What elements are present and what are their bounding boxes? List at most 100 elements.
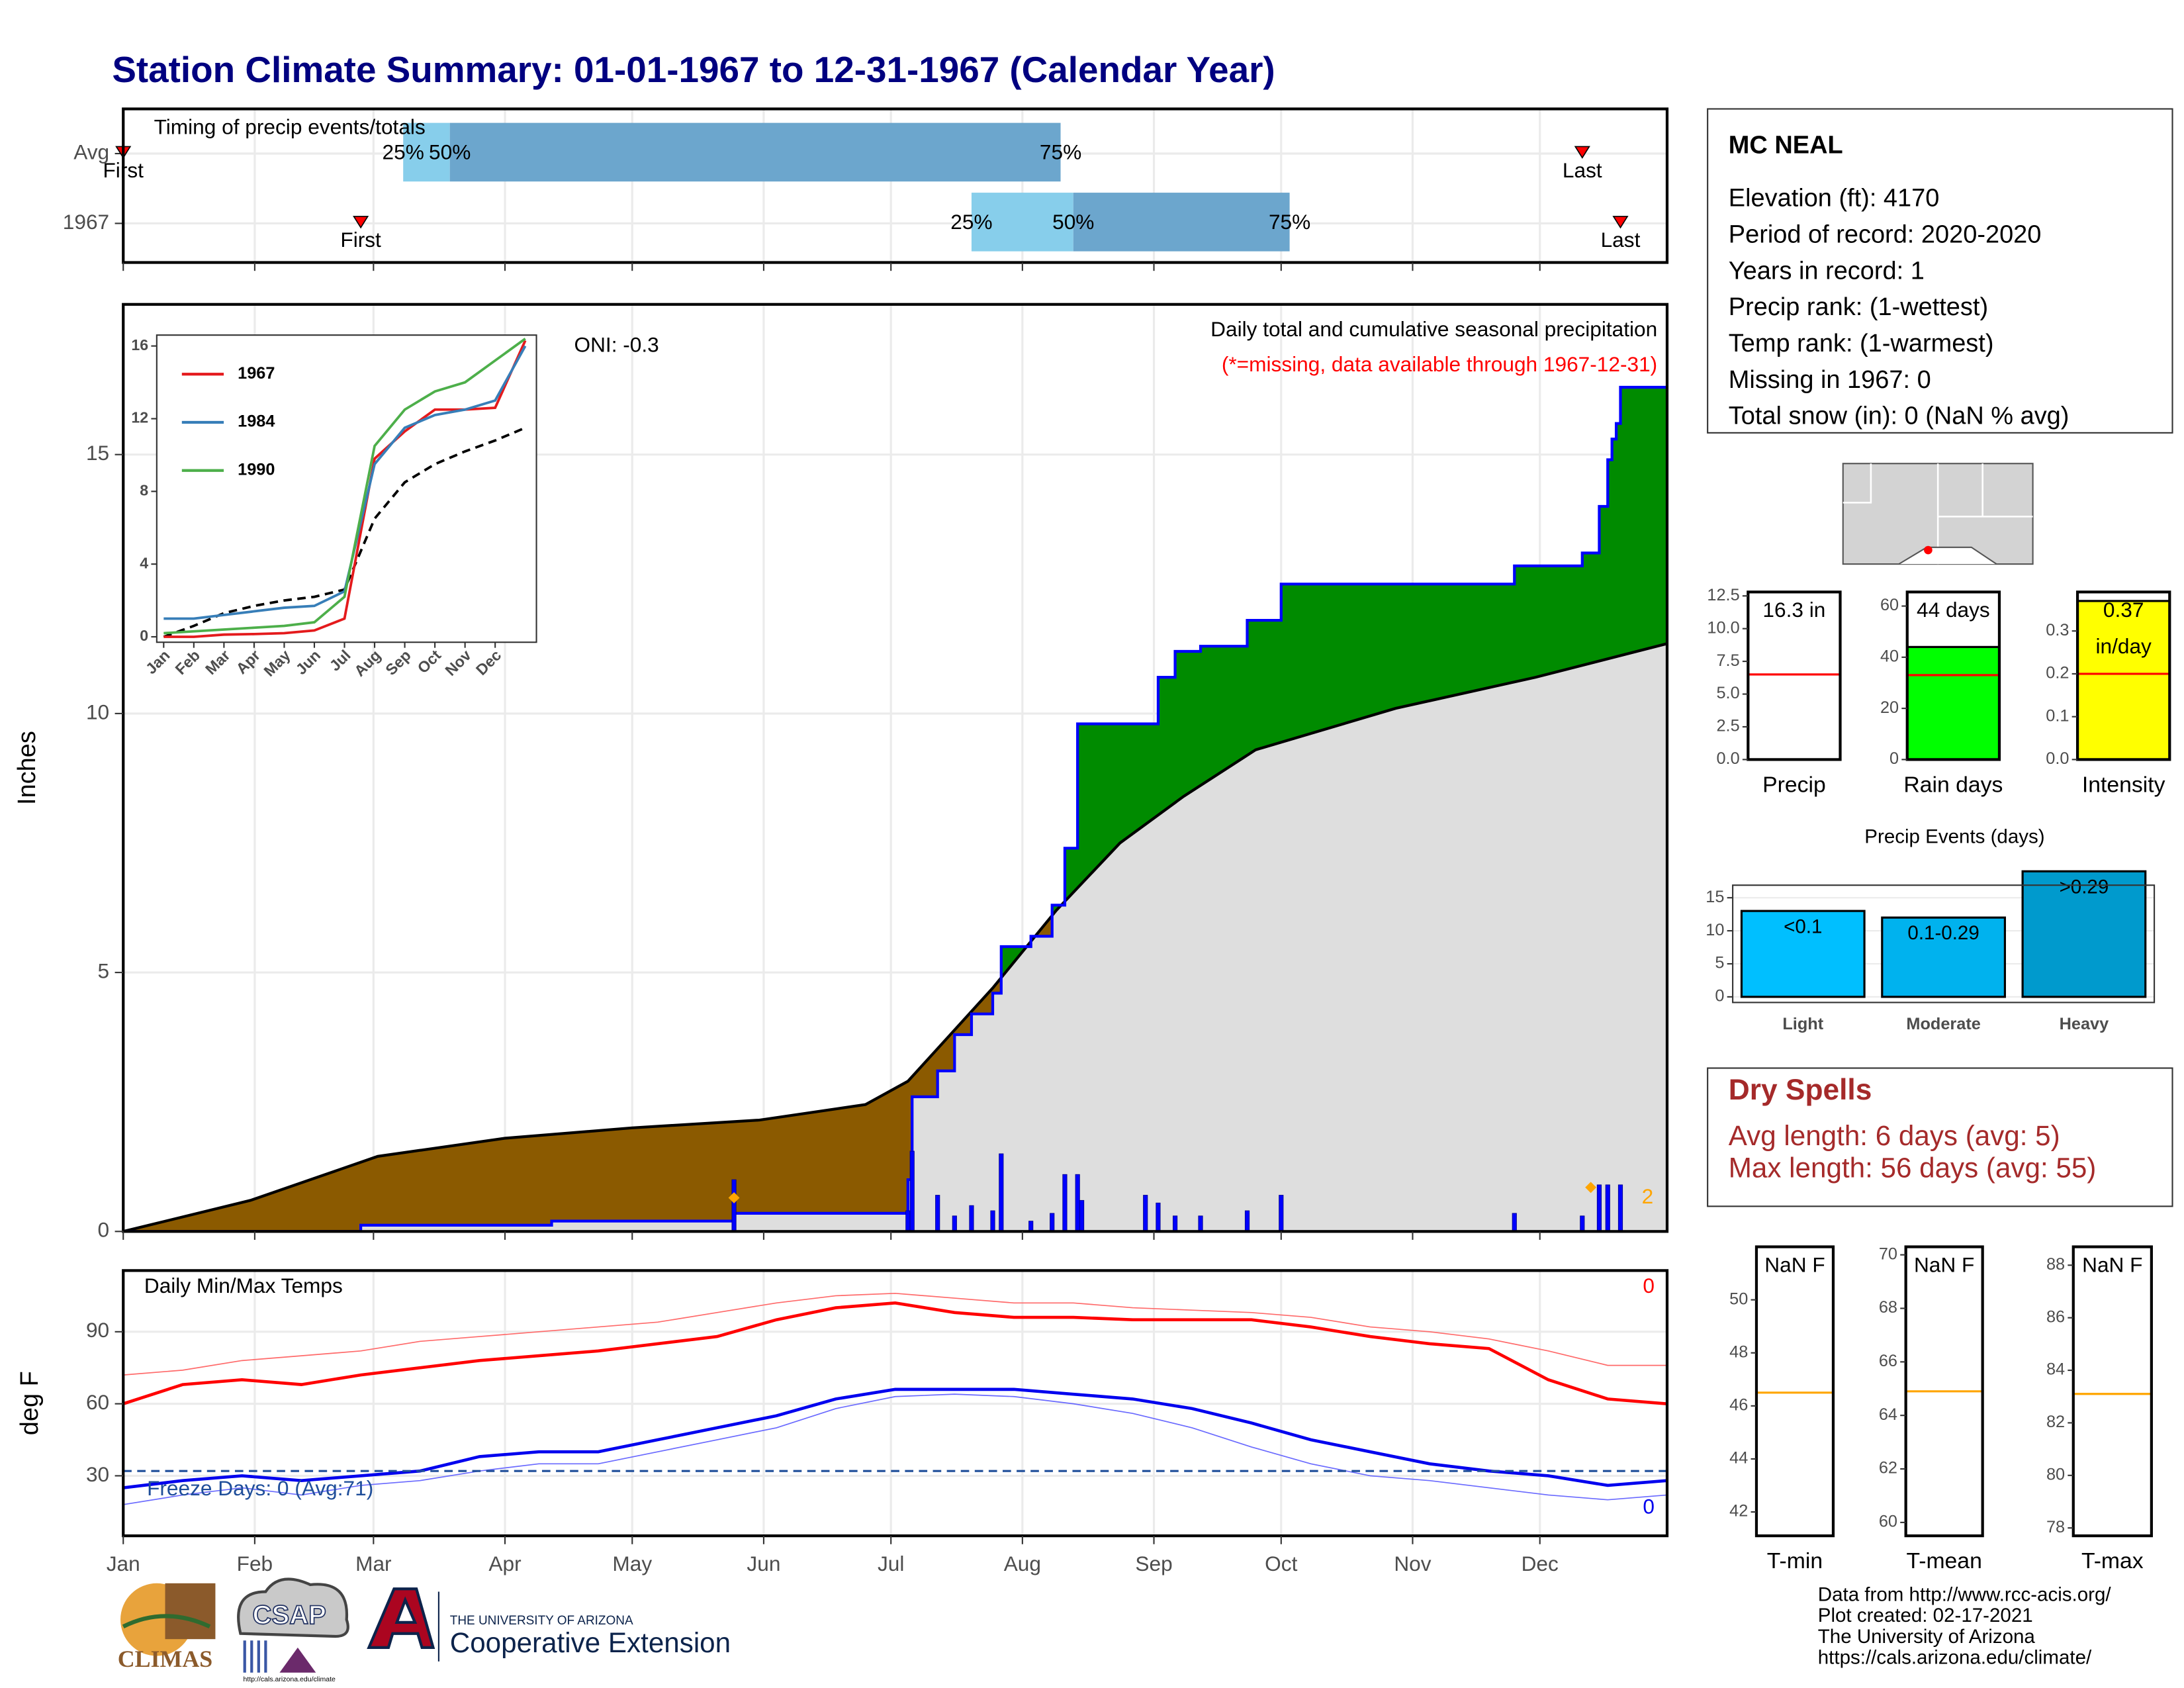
event-label: Last bbox=[1601, 228, 1641, 252]
y-tick-label: 90 bbox=[86, 1318, 109, 1342]
daily-bar bbox=[1143, 1195, 1148, 1232]
y-tick-label: 68 bbox=[1879, 1298, 1897, 1317]
dry-spells-box bbox=[1707, 1067, 2173, 1207]
y-tick-label: 10 bbox=[86, 700, 109, 724]
y-tick-label: 5.0 bbox=[1716, 684, 1739, 702]
events-title: Precip Events (days) bbox=[1864, 825, 2044, 847]
y-tick-label: 50 bbox=[1729, 1289, 1748, 1308]
value-label: 0.37 bbox=[2103, 598, 2144, 622]
y-tick-label: 42 bbox=[1729, 1502, 1748, 1521]
y-tick-label: 80 bbox=[2046, 1465, 2065, 1483]
x-tick-label: Feb bbox=[237, 1552, 273, 1575]
bar bbox=[2021, 870, 2147, 998]
event-marker bbox=[1612, 216, 1629, 229]
category-label: T-mean bbox=[1906, 1548, 1981, 1573]
y-tick-label: 60 bbox=[1880, 596, 1899, 614]
x-tick-label: Dec bbox=[1522, 1552, 1559, 1575]
normal-fill bbox=[123, 643, 1667, 1232]
event-label: Last bbox=[1563, 158, 1602, 182]
daily-bar bbox=[1050, 1213, 1055, 1232]
y-tick-label: 12.5 bbox=[1707, 586, 1739, 604]
category-label: T-min bbox=[1767, 1548, 1823, 1573]
daily-bar bbox=[969, 1205, 974, 1232]
daily-bar bbox=[1028, 1221, 1034, 1232]
y-tick-label: 10 bbox=[1706, 921, 1724, 939]
category-label: T-max bbox=[2081, 1548, 2144, 1573]
climas-swoosh bbox=[122, 1614, 211, 1629]
station-line: Temp rank: (1-warmest) bbox=[1729, 330, 1994, 357]
mini-frame bbox=[2071, 1245, 2153, 1538]
y-tick-label: 44 bbox=[1729, 1449, 1748, 1468]
timing-title: Timing of precip events/totals bbox=[154, 115, 426, 138]
y-tick-label: 0.1 bbox=[2046, 706, 2069, 725]
daily-bar bbox=[1062, 1174, 1068, 1232]
y-tick-label: 40 bbox=[1880, 647, 1899, 666]
dry-spells-title: Dry Spells bbox=[1729, 1074, 1872, 1106]
x-tick-label: May bbox=[612, 1552, 652, 1575]
daily-bar bbox=[1244, 1210, 1250, 1232]
mini-frame bbox=[1904, 1245, 1984, 1538]
quartile-bar bbox=[403, 122, 450, 182]
category-label: Precip bbox=[1762, 772, 1826, 797]
daily-bar bbox=[935, 1195, 940, 1232]
y-tick-label: 78 bbox=[2046, 1518, 2065, 1536]
quartile-label: 75% bbox=[1269, 210, 1310, 234]
x-tick-label: Jul bbox=[878, 1552, 904, 1575]
main-plot bbox=[123, 385, 1667, 1232]
temp-line bbox=[122, 1301, 1668, 1405]
bin-label: <0.1 bbox=[1784, 915, 1822, 937]
count-label: 2 bbox=[1642, 1184, 1654, 1208]
oni-label: ONI: -0.3 bbox=[574, 332, 659, 356]
y-tick-label: 12 bbox=[131, 409, 148, 426]
temp-line bbox=[123, 1393, 1668, 1505]
x-tick-label: Sep bbox=[1135, 1552, 1172, 1575]
dry-spells-line: Max length: 56 days (avg: 55) bbox=[1729, 1152, 2097, 1184]
csap-mountain bbox=[279, 1647, 316, 1673]
legend-label: 1967 bbox=[238, 364, 275, 383]
freeze-label: Freeze Days: 0 (Avg:71) bbox=[147, 1476, 373, 1500]
max-count: 0 bbox=[1643, 1274, 1655, 1297]
category-label: Light bbox=[1782, 1015, 1823, 1033]
station-line: Total snow (in): 0 (NaN % avg) bbox=[1729, 402, 2070, 430]
bar bbox=[1907, 645, 1999, 760]
y-tick-label: 0 bbox=[98, 1218, 110, 1242]
station-dot bbox=[1924, 545, 1933, 555]
temp-line bbox=[123, 1292, 1667, 1376]
y-tick-label: 0 bbox=[1715, 987, 1724, 1006]
missing-note: (*=missing, data available through 1967-… bbox=[1222, 352, 1657, 376]
mini-bg bbox=[1756, 1246, 1833, 1536]
y-tick-label: 62 bbox=[1879, 1459, 1897, 1477]
station-line: Years in record: 1 bbox=[1729, 257, 1925, 285]
x-tick-label: Aug bbox=[1004, 1552, 1041, 1575]
bin-label: >0.29 bbox=[2060, 876, 2109, 898]
event-marker bbox=[1574, 146, 1590, 159]
timing-frame bbox=[122, 107, 1669, 264]
event-label: First bbox=[340, 228, 381, 252]
bar bbox=[1740, 910, 1866, 998]
station-line: Elevation (ft): 4170 bbox=[1729, 185, 1940, 212]
category-label: Rain days bbox=[1903, 772, 2003, 797]
bar bbox=[1748, 592, 1841, 760]
y-tick-label: 66 bbox=[1879, 1352, 1897, 1370]
events-frame bbox=[1732, 884, 2156, 1004]
daily-bar bbox=[1580, 1215, 1585, 1232]
value-label: 44 days bbox=[1917, 598, 1990, 622]
row-label: 1967 bbox=[63, 210, 109, 234]
y-tick-label: 0.3 bbox=[2046, 621, 2069, 639]
daily-bar bbox=[952, 1215, 957, 1232]
mini-frame bbox=[1747, 590, 1842, 761]
y-tick-label: 0 bbox=[140, 627, 148, 644]
daily-bar bbox=[1156, 1202, 1161, 1232]
climas-text: CLIMAS bbox=[118, 1646, 212, 1672]
x-tick-label: Oct bbox=[1265, 1552, 1297, 1575]
x-tick-label: Jun bbox=[747, 1552, 780, 1575]
legend-label: 1990 bbox=[238, 460, 275, 479]
mini-frame bbox=[2075, 590, 2171, 761]
y-tick-label: 0.2 bbox=[2046, 664, 2069, 682]
y-tick-label: 64 bbox=[1879, 1405, 1897, 1424]
footer-line: Data from http://www.rcc-acis.org/ bbox=[1818, 1584, 2112, 1606]
map-borders bbox=[1843, 463, 2033, 565]
legend-label: 1984 bbox=[238, 412, 275, 431]
y-tick-label: 86 bbox=[2046, 1307, 2065, 1326]
